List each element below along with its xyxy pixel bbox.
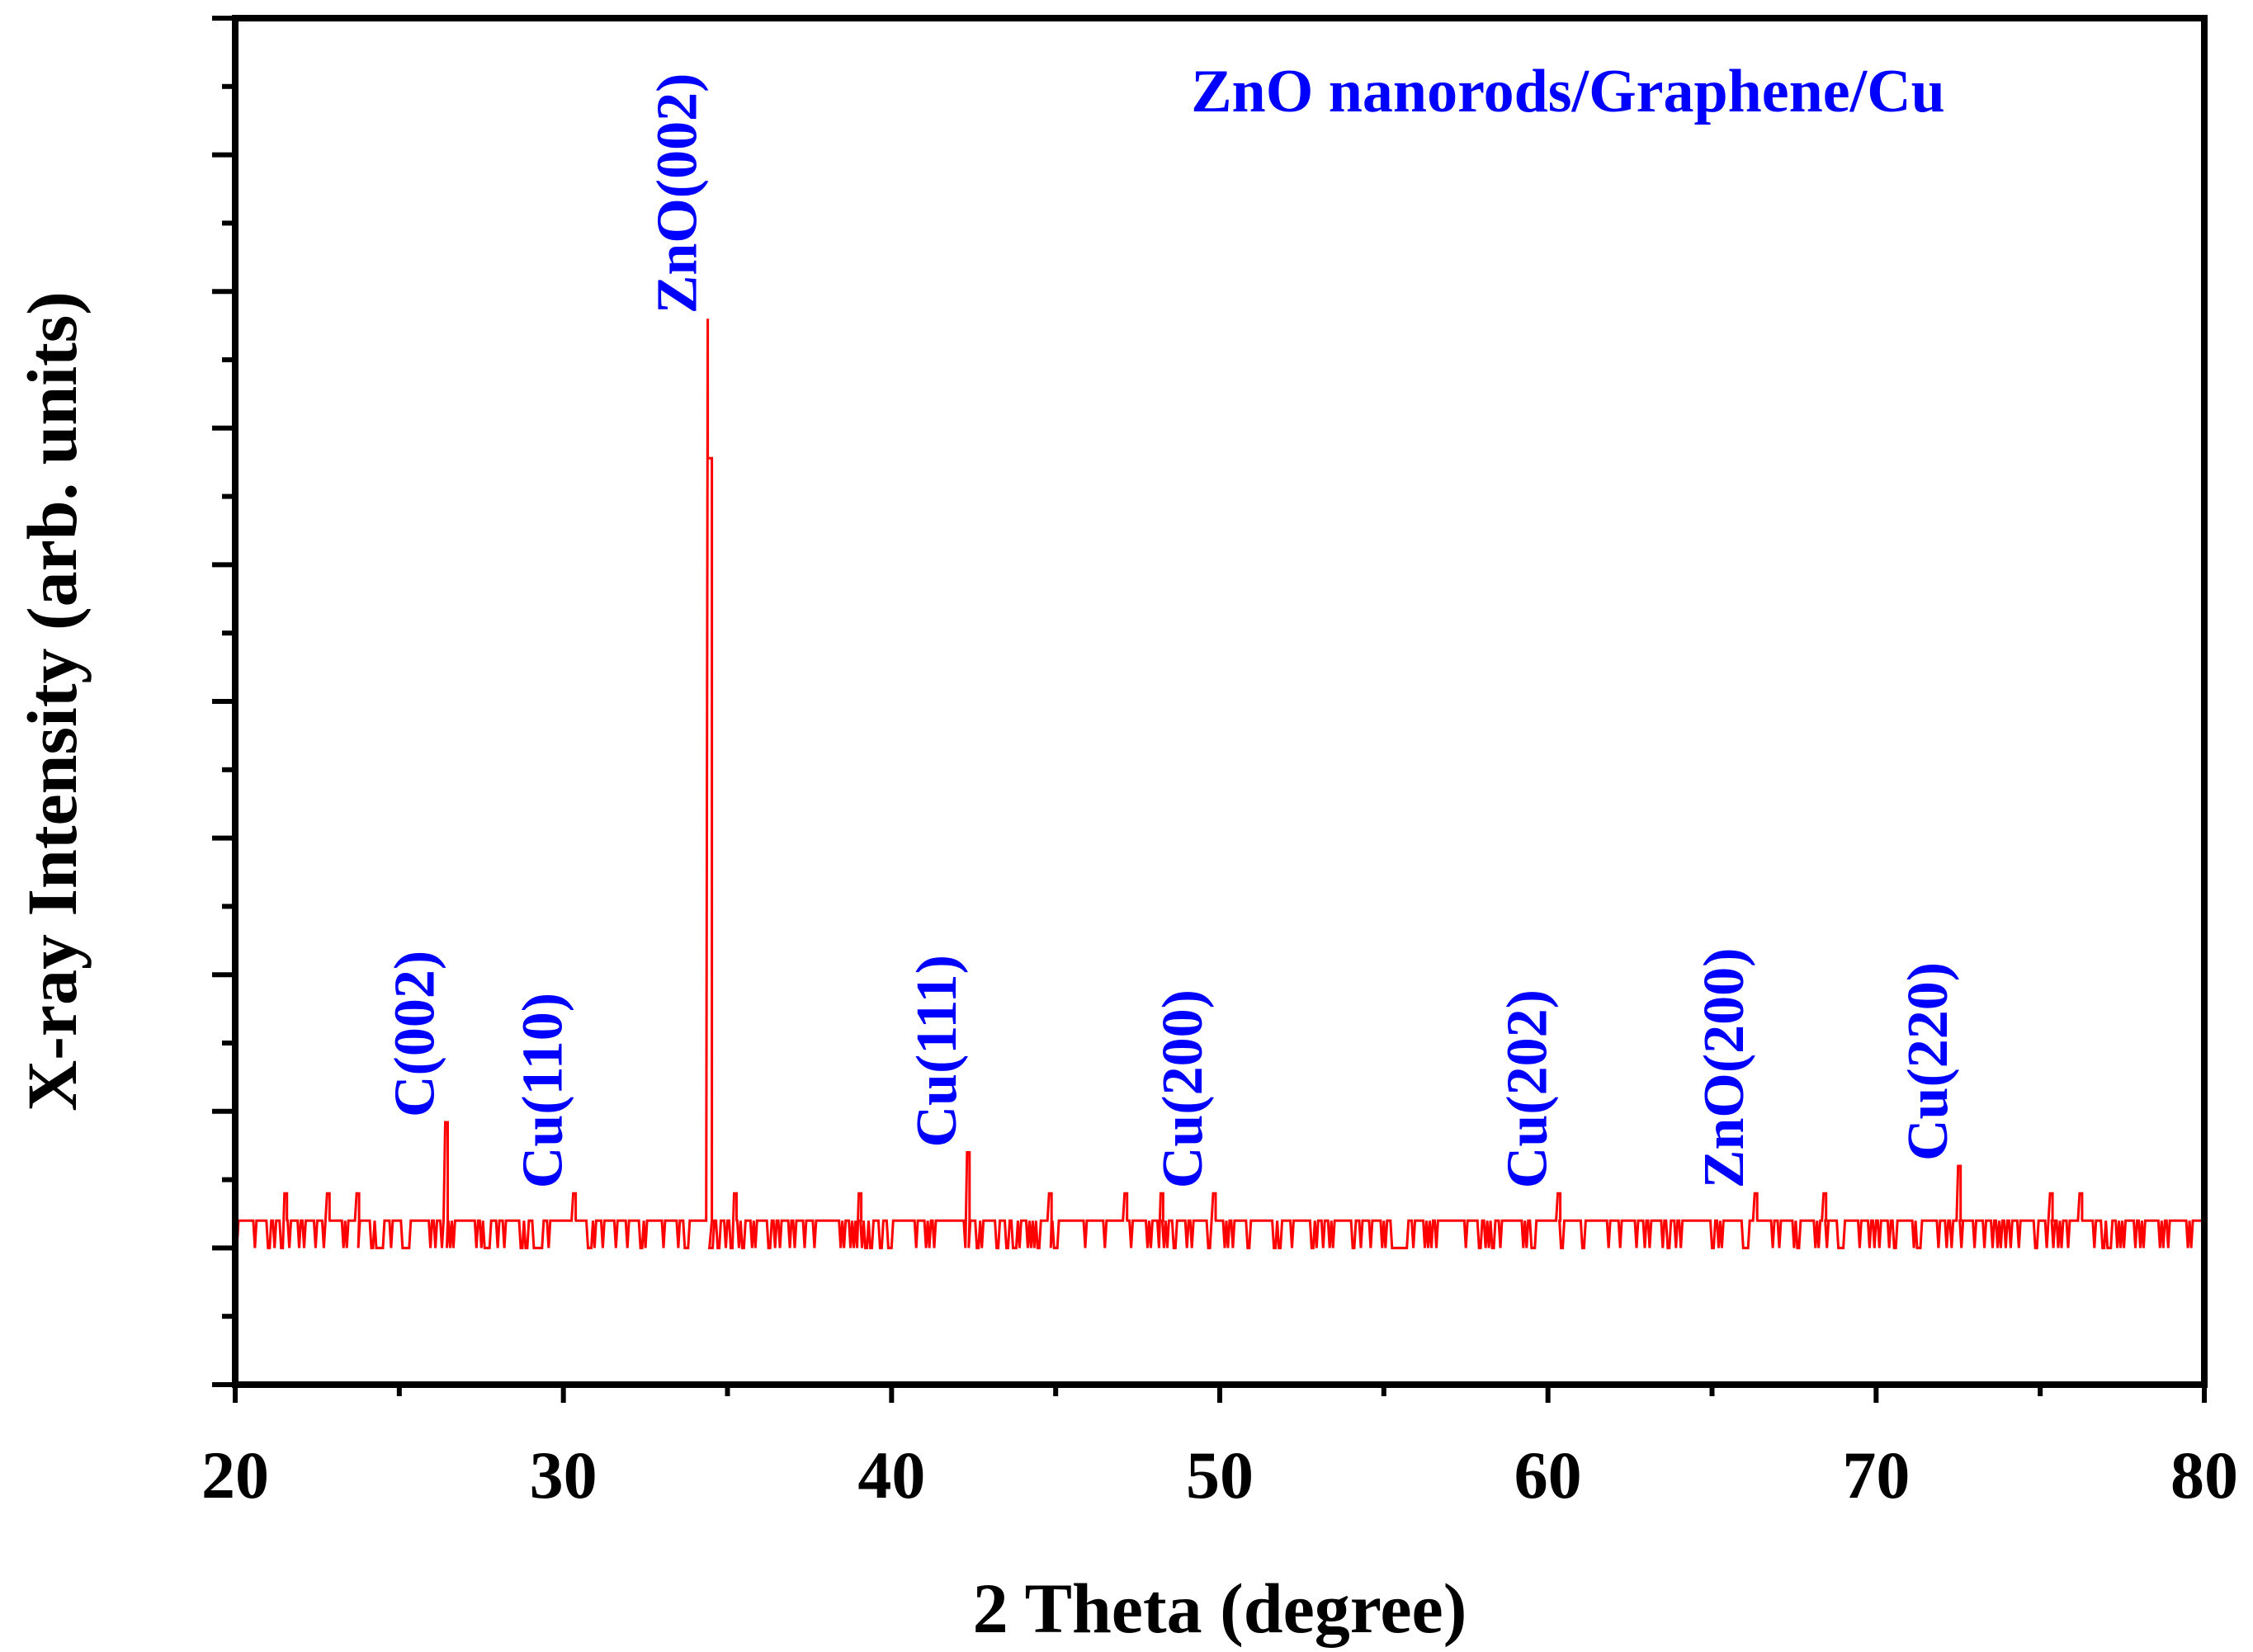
- peak-label: ZnO(200): [1693, 947, 1756, 1188]
- peak-label: C(002): [384, 951, 447, 1117]
- x-tick-label: 60: [1514, 1437, 1582, 1513]
- x-tick-label: 30: [530, 1437, 597, 1513]
- peak-label: Cu(110): [512, 993, 575, 1188]
- peak-labels: C(002) Cu(110) ZnO(002) Cu(111) Cu(200) Cu(20…: [384, 73, 1960, 1189]
- x-axis-title: 2 Theta (degree): [973, 1569, 1467, 1648]
- peak-label: Cu(111): [905, 955, 969, 1147]
- chart-title: ZnO nanorods/Graphene/Cu: [1191, 58, 1945, 125]
- x-tick-label: 70: [1842, 1437, 1910, 1513]
- peak-label: Cu(202): [1496, 989, 1560, 1188]
- peak-label: ZnO(002): [646, 73, 710, 314]
- xrd-pattern-line: [234, 319, 2206, 1249]
- peak-label: Cu(220): [1896, 962, 1960, 1161]
- peak-label: Cu(200): [1151, 989, 1215, 1188]
- axis-ticks: [212, 16, 2207, 1403]
- x-tick-labels: 20 30 40 50 60 70 80: [201, 1437, 2238, 1513]
- x-tick-label: 80: [2170, 1437, 2238, 1513]
- x-tick-label: 50: [1186, 1437, 1254, 1513]
- x-tick-label: 40: [857, 1437, 925, 1513]
- x-tick-label: 20: [201, 1437, 269, 1513]
- plot-frame: [232, 15, 2208, 1388]
- xrd-trace: [234, 319, 2206, 1249]
- y-axis-title: X-ray Intensity (arb. units): [12, 291, 92, 1112]
